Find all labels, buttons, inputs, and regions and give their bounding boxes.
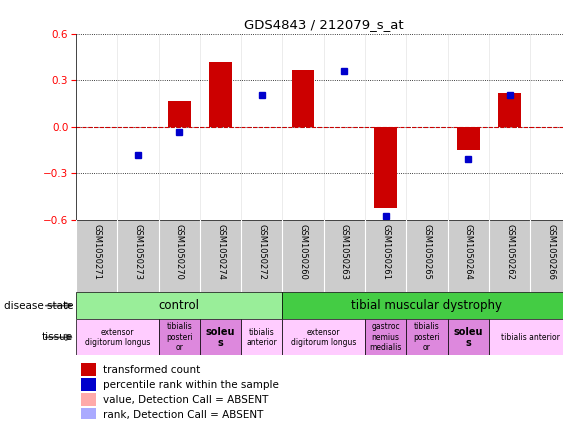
Text: GSM1050261: GSM1050261 xyxy=(381,223,390,280)
Text: GSM1050264: GSM1050264 xyxy=(464,223,473,280)
Text: disease state: disease state xyxy=(4,301,73,310)
Text: soleu
s: soleu s xyxy=(453,327,483,348)
Bar xyxy=(159,319,200,355)
Text: value, Detection Call = ABSENT: value, Detection Call = ABSENT xyxy=(103,395,269,405)
Bar xyxy=(489,319,563,355)
Text: GSM1050274: GSM1050274 xyxy=(216,223,225,280)
Text: transformed count: transformed count xyxy=(103,365,200,375)
Text: percentile rank within the sample: percentile rank within the sample xyxy=(103,380,279,390)
Text: GSM1050273: GSM1050273 xyxy=(133,223,142,280)
Text: soleu
s: soleu s xyxy=(205,327,235,348)
Text: extensor
digitorum longus: extensor digitorum longus xyxy=(291,328,356,347)
Bar xyxy=(406,319,448,355)
Bar xyxy=(76,319,159,355)
Text: GSM1050272: GSM1050272 xyxy=(257,223,266,280)
Bar xyxy=(168,101,190,127)
Bar xyxy=(76,292,283,319)
Text: tibialis
posteri
or: tibialis posteri or xyxy=(414,322,440,352)
Bar xyxy=(200,319,241,355)
Text: tibialis
posteri
or: tibialis posteri or xyxy=(166,322,193,352)
Bar xyxy=(81,393,96,406)
Bar xyxy=(457,127,480,150)
Text: tibial muscular dystrophy: tibial muscular dystrophy xyxy=(351,299,502,312)
Text: GSM1050265: GSM1050265 xyxy=(422,223,431,280)
Text: extensor
digitorum longus: extensor digitorum longus xyxy=(84,328,150,347)
Text: tibialis anterior: tibialis anterior xyxy=(501,333,560,342)
Text: GSM1050270: GSM1050270 xyxy=(175,223,184,280)
Text: rank, Detection Call = ABSENT: rank, Detection Call = ABSENT xyxy=(103,409,263,420)
Text: GSM1050263: GSM1050263 xyxy=(340,223,349,280)
Bar xyxy=(81,407,96,420)
Text: GSM1050262: GSM1050262 xyxy=(505,223,514,280)
Bar xyxy=(374,127,397,208)
Bar xyxy=(81,378,96,391)
Text: GSM1050271: GSM1050271 xyxy=(92,223,101,280)
Bar xyxy=(448,319,489,355)
Bar xyxy=(241,319,283,355)
Text: tissue: tissue xyxy=(42,332,73,342)
Bar xyxy=(365,319,406,355)
Text: tibialis
anterior: tibialis anterior xyxy=(247,328,277,347)
Bar xyxy=(498,93,521,127)
Text: GSM1050266: GSM1050266 xyxy=(546,223,555,280)
Bar xyxy=(209,62,232,127)
Bar xyxy=(292,69,315,127)
Bar xyxy=(283,319,365,355)
Text: control: control xyxy=(159,299,200,312)
Bar xyxy=(283,292,563,319)
Text: gastroc
nemius
medialis: gastroc nemius medialis xyxy=(369,322,402,352)
Bar xyxy=(81,363,96,376)
Title: GDS4843 / 212079_s_at: GDS4843 / 212079_s_at xyxy=(244,18,404,31)
Text: GSM1050260: GSM1050260 xyxy=(298,223,307,280)
